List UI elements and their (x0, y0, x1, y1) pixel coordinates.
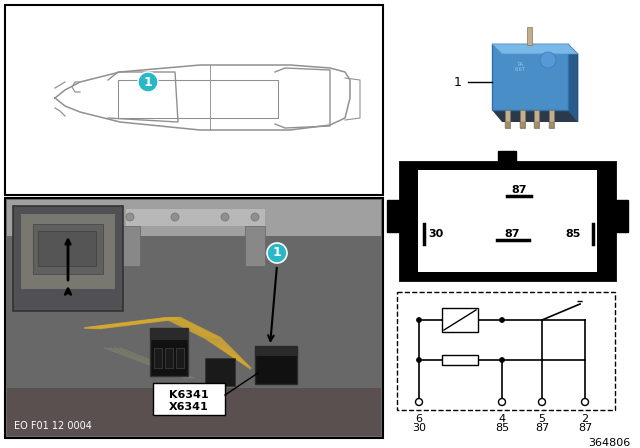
Bar (165, 348, 173, 368)
Text: X6341: X6341 (169, 402, 209, 412)
Text: 1: 1 (273, 246, 282, 259)
Bar (5, 5, 383, 195)
Polygon shape (568, 44, 578, 122)
Circle shape (221, 213, 229, 221)
Circle shape (417, 318, 422, 323)
Bar (534, 110, 539, 128)
Text: EO F01 12 0004: EO F01 12 0004 (14, 421, 92, 431)
Bar (442, 308, 478, 332)
Text: 2: 2 (581, 414, 589, 424)
Bar (442, 355, 478, 365)
Bar (527, 27, 532, 45)
Text: 364806: 364806 (588, 438, 630, 448)
Circle shape (171, 213, 179, 221)
Bar (38, 231, 96, 266)
Bar (492, 44, 568, 110)
Text: 85: 85 (495, 423, 509, 433)
Bar (7, 388, 381, 436)
Circle shape (415, 399, 422, 405)
Circle shape (138, 72, 158, 92)
Bar (255, 346, 297, 384)
Circle shape (538, 399, 545, 405)
Bar (13, 206, 123, 311)
Circle shape (417, 358, 422, 362)
Text: 85: 85 (565, 229, 580, 239)
Circle shape (251, 213, 259, 221)
Bar (205, 358, 235, 386)
Circle shape (499, 318, 504, 323)
Bar (549, 122, 554, 128)
Bar (150, 328, 188, 340)
Bar (21, 214, 115, 289)
Bar (125, 208, 265, 226)
Bar (176, 348, 184, 368)
Bar (534, 122, 539, 128)
Text: 30: 30 (412, 423, 426, 433)
Bar (387, 200, 401, 232)
Bar (520, 110, 525, 128)
Bar (5, 198, 383, 438)
Bar (120, 226, 140, 266)
Bar (505, 122, 510, 128)
Bar (7, 200, 381, 238)
Text: 87: 87 (535, 423, 549, 433)
Polygon shape (492, 110, 578, 122)
Text: PA
6.6T: PA 6.6T (515, 61, 525, 73)
Bar (498, 151, 516, 163)
Circle shape (126, 213, 134, 221)
Circle shape (267, 243, 287, 263)
Bar (153, 383, 225, 415)
Circle shape (499, 358, 504, 362)
Text: 1: 1 (143, 76, 152, 89)
Bar (505, 110, 510, 128)
Bar (255, 346, 297, 356)
Text: 4: 4 (499, 414, 506, 424)
Text: 87: 87 (504, 229, 520, 239)
Bar (154, 348, 162, 368)
Bar (150, 328, 188, 376)
Bar (520, 122, 525, 128)
Text: 87: 87 (578, 423, 592, 433)
Circle shape (582, 399, 589, 405)
Text: K6341: K6341 (169, 390, 209, 400)
Polygon shape (492, 44, 578, 54)
Bar (33, 224, 103, 274)
Text: 87: 87 (511, 185, 527, 195)
Circle shape (499, 399, 506, 405)
Bar (7, 236, 381, 396)
Bar (400, 162, 615, 280)
Circle shape (540, 52, 556, 68)
Bar (549, 110, 554, 128)
Bar (245, 226, 265, 266)
Bar (418, 170, 597, 272)
Text: 6: 6 (415, 414, 422, 424)
Bar (397, 292, 615, 410)
Bar (614, 200, 628, 232)
Text: 5: 5 (538, 414, 545, 424)
Text: 30: 30 (428, 229, 444, 239)
Text: 1: 1 (454, 76, 462, 89)
